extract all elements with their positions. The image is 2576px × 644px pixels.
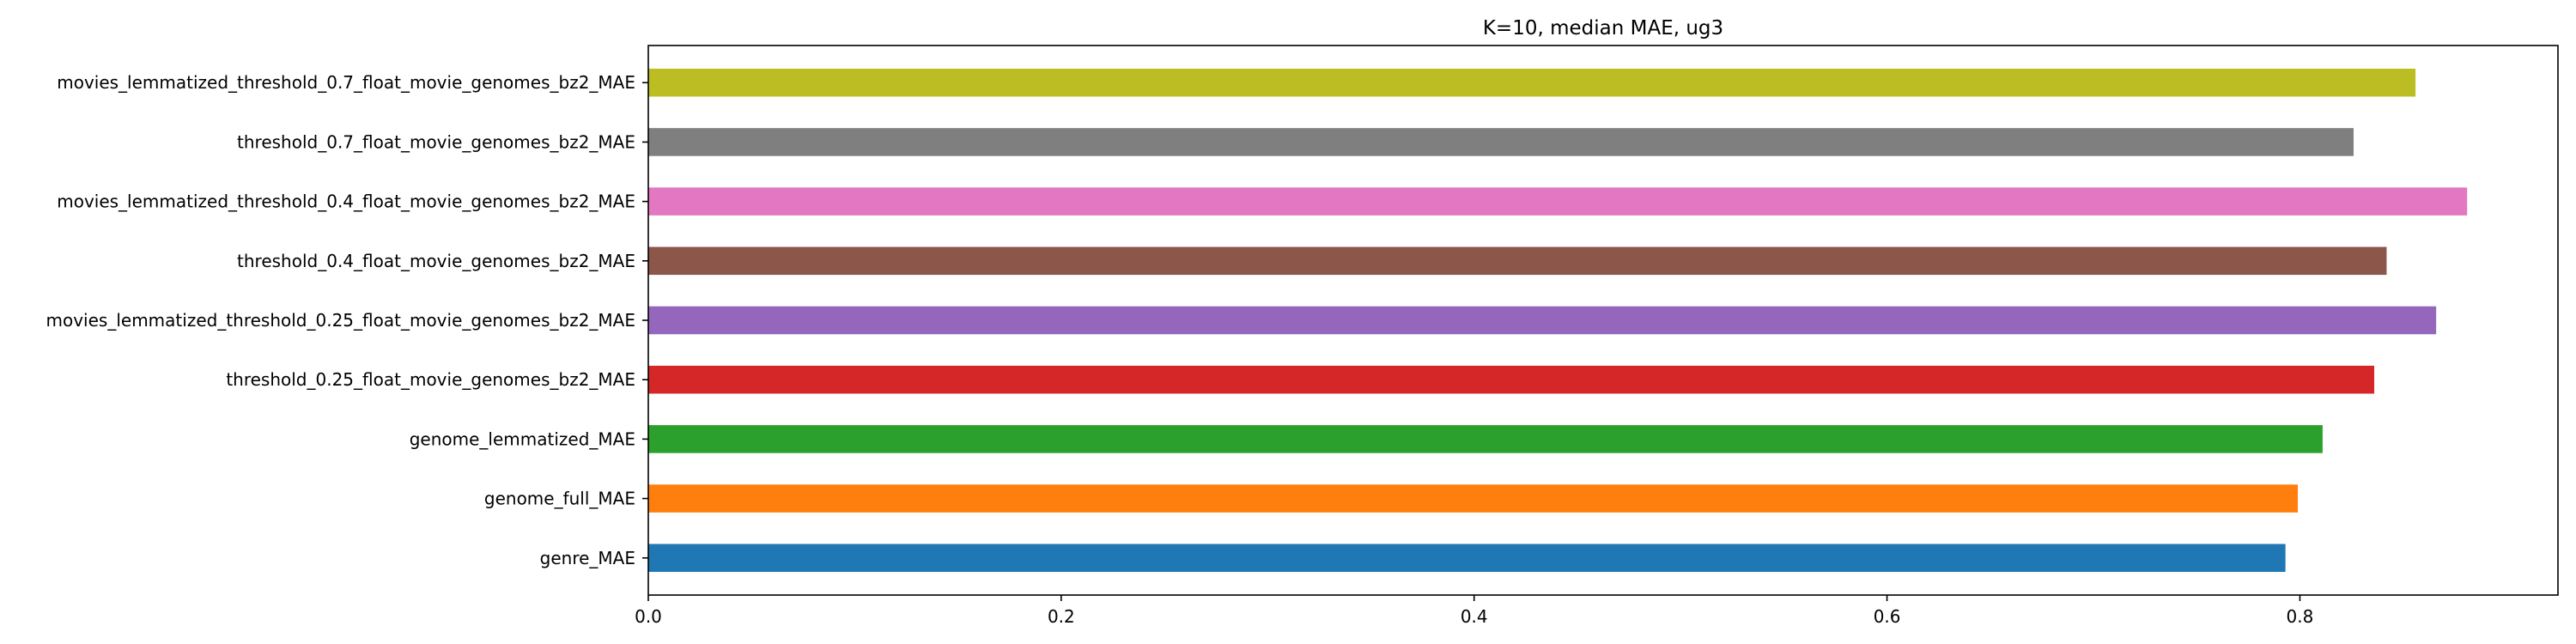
x-tick-label: 0.2 [1048,606,1075,627]
bar-genome_lemmatized_MAE [648,425,2323,453]
y-tick-label: movies_lemmatized_threshold_0.25_float_m… [46,310,636,331]
y-tick-label: genome_lemmatized_MAE [410,428,635,449]
y-tick-label: movies_lemmatized_threshold_0.7_float_mo… [57,72,635,93]
bar-threshold_0.4_float_movie_genomes_bz2_MAE [648,246,2387,276]
plot-frame [647,45,2559,596]
y-tick-label: movies_lemmatized_threshold_0.4_float_mo… [57,191,635,212]
bars-layer [648,68,2468,573]
chart-title: K=10, median MAE, ug3 [1483,17,1723,39]
y-tick-label: genre_MAE [540,548,635,568]
x-tick-label: 0.8 [2287,606,2314,627]
y-tick-label: threshold_0.7_float_movie_genomes_bz2_MA… [237,131,635,152]
bar-threshold_0.25_float_movie_genomes_bz2_MAE [648,365,2375,394]
bar-movies_lemmatized_threshold_0.4_float_movie_genomes_bz2_MAE [648,187,2468,216]
x-tick-label: 0.6 [1874,606,1901,627]
x-tick-label: 0.4 [1461,606,1488,627]
bar-movies_lemmatized_threshold_0.7_float_movie_genomes_bz2_MAE [648,68,2416,97]
bar-genre_MAE [648,544,2286,573]
category-labels: genre_MAE genome_full_MAE genome_lemmatize… [46,72,648,568]
x-tick-label: 0.0 [635,606,662,627]
bar-movies_lemmatized_threshold_0.25_float_movie_genomes_bz2_MAE [648,306,2437,335]
y-tick-label: genome_full_MAE [484,489,635,509]
bar-threshold_0.7_float_movie_genomes_bz2_MAE [648,128,2354,156]
x-axis: 0.0 0.2 0.4 0.6 0.8 [635,595,2313,627]
bar-genome_full_MAE [648,484,2299,513]
y-tick-label: threshold_0.4_float_movie_genomes_bz2_MA… [237,251,635,271]
y-tick-label: threshold_0.25_float_movie_genomes_bz2_M… [226,369,635,390]
